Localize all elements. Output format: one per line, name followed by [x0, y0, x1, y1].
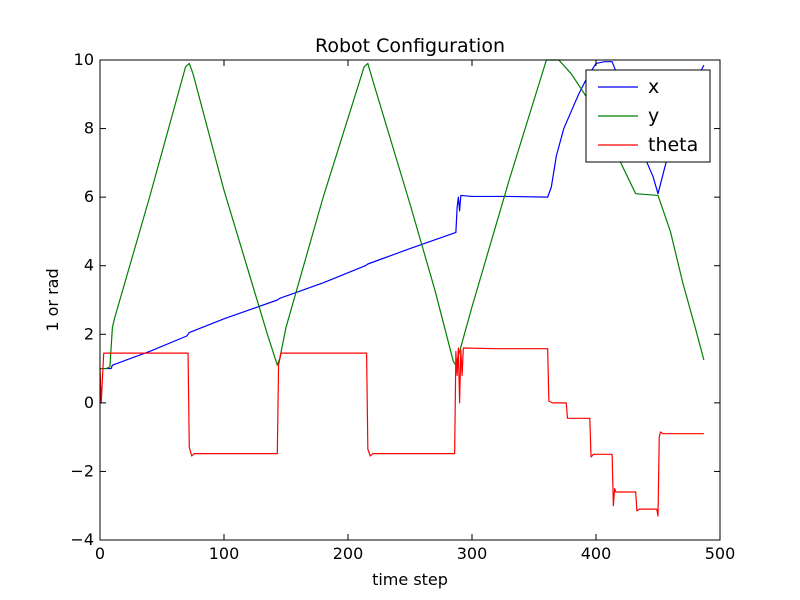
x-tick-label: 400 [581, 544, 612, 563]
x-tick-label: 300 [457, 544, 488, 563]
y-tick-label: −2 [70, 461, 94, 480]
ticks-layer: 0 100 200 300 400 500 −4 −2 0 2 4 6 8 10 [70, 50, 735, 563]
x-axis-label: time step [372, 570, 448, 589]
y-tick-label: −4 [70, 530, 94, 549]
y-tick-label: 8 [84, 119, 94, 138]
x-tick-label: 200 [333, 544, 364, 563]
x-tick-label: 0 [95, 544, 105, 563]
series-line-x [100, 61, 705, 370]
y-tick-label: 0 [84, 393, 94, 412]
y-axis-label: 1 or rad [43, 268, 62, 331]
series-line-y [100, 59, 705, 370]
y-tick-label: 2 [84, 324, 94, 343]
y-tick-label: 6 [84, 187, 94, 206]
plot-frame [99, 59, 721, 541]
legend-label-y: y [648, 105, 659, 127]
legend-label-x: x [648, 76, 659, 98]
legend-label-theta: theta [648, 134, 698, 156]
x-tick-label: 100 [209, 544, 240, 563]
y-tick-label: 10 [74, 50, 94, 69]
chart-title: Robot Configuration [315, 35, 505, 57]
series-layer [99, 59, 705, 517]
y-tick-label: 4 [84, 256, 94, 275]
x-tick-label: 500 [705, 544, 736, 563]
series-line-theta [99, 347, 704, 517]
legend: xy theta [585, 69, 711, 163]
